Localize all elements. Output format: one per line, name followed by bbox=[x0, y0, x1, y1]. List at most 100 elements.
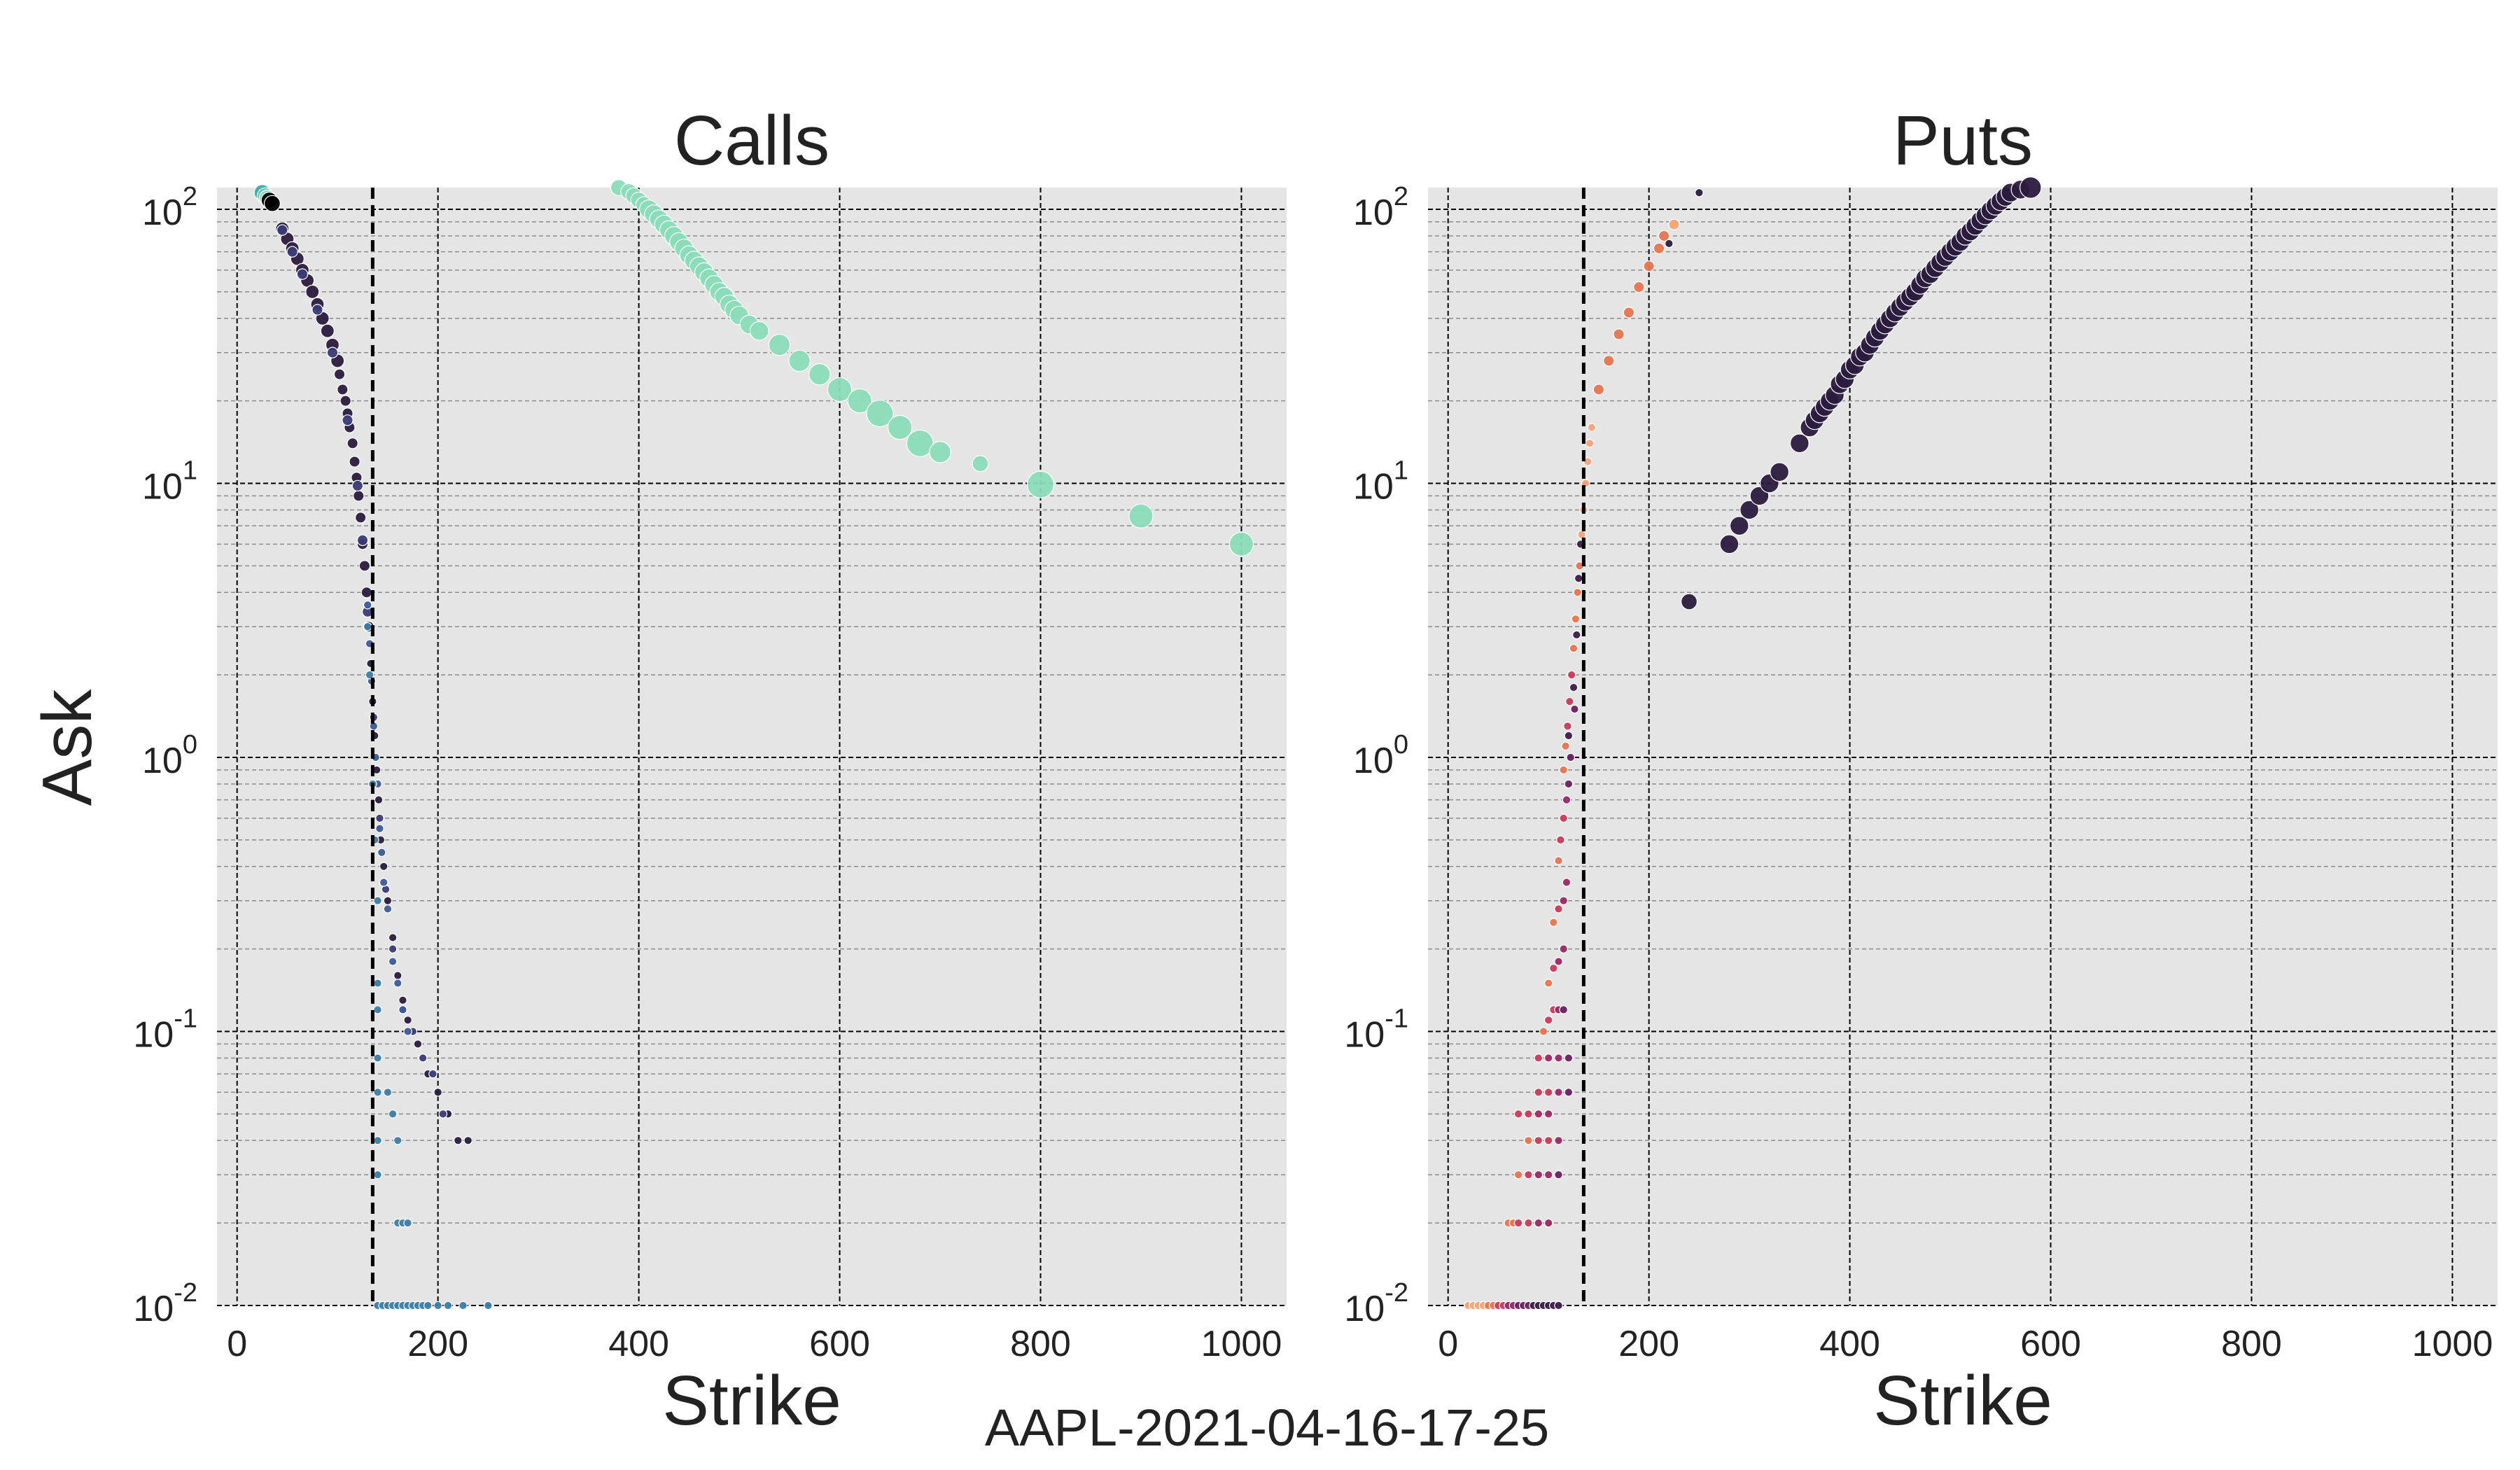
data-point bbox=[1554, 1301, 1563, 1310]
data-point bbox=[393, 971, 402, 980]
data-point bbox=[356, 534, 369, 546]
x-tick-label: 600 bbox=[2020, 1324, 2081, 1364]
data-point bbox=[1561, 741, 1570, 751]
data-point bbox=[346, 438, 358, 449]
data-point bbox=[1603, 355, 1615, 367]
data-point bbox=[1572, 630, 1581, 640]
data-point bbox=[458, 1301, 468, 1310]
y-tick-label: 10-1 bbox=[133, 1004, 197, 1055]
data-point bbox=[847, 388, 872, 414]
data-point bbox=[788, 349, 811, 372]
data-point bbox=[363, 600, 372, 610]
data-point bbox=[393, 1135, 402, 1145]
y-tick-label: 101 bbox=[1353, 456, 1408, 507]
data-point bbox=[305, 284, 320, 299]
data-point bbox=[383, 904, 393, 913]
data-point bbox=[1789, 433, 1809, 454]
data-point bbox=[1554, 1054, 1563, 1063]
data-point bbox=[373, 979, 382, 988]
data-point bbox=[1770, 462, 1790, 482]
data-point bbox=[1534, 1088, 1544, 1097]
data-point bbox=[373, 1135, 382, 1145]
data-point bbox=[1563, 722, 1572, 731]
y-tick-label: 10-2 bbox=[133, 1278, 197, 1329]
data-point bbox=[1544, 1015, 1553, 1025]
data-point bbox=[2019, 176, 2042, 199]
data-point bbox=[1564, 1054, 1574, 1063]
data-point bbox=[418, 1054, 428, 1063]
data-point bbox=[1564, 779, 1574, 789]
data-point bbox=[1534, 1110, 1544, 1119]
data-point bbox=[1554, 904, 1563, 913]
x-tick-label: 800 bbox=[2221, 1324, 2282, 1364]
data-point bbox=[1554, 1135, 1563, 1145]
data-point bbox=[1544, 979, 1553, 988]
data-point bbox=[1549, 963, 1558, 973]
data-point bbox=[1653, 242, 1665, 255]
data-point bbox=[906, 429, 934, 457]
data-point bbox=[972, 455, 989, 472]
data-point bbox=[1570, 704, 1579, 714]
data-point bbox=[373, 1088, 382, 1097]
data-point bbox=[286, 246, 298, 258]
data-point bbox=[1562, 795, 1572, 804]
data-point bbox=[1524, 1110, 1533, 1119]
data-point bbox=[438, 1110, 448, 1119]
data-point bbox=[749, 321, 769, 341]
data-point bbox=[1623, 307, 1635, 318]
data-point bbox=[383, 1088, 393, 1097]
data-point bbox=[428, 1069, 438, 1079]
data-point bbox=[388, 1110, 398, 1119]
data-point bbox=[375, 813, 384, 823]
data-point bbox=[1559, 1005, 1568, 1014]
data-point bbox=[1534, 1170, 1544, 1180]
data-point bbox=[1681, 593, 1698, 610]
data-point bbox=[373, 896, 382, 906]
data-point bbox=[379, 862, 388, 872]
data-point bbox=[1633, 281, 1645, 293]
data-point bbox=[1564, 1088, 1574, 1097]
data-point bbox=[1544, 1218, 1553, 1228]
data-point bbox=[263, 195, 281, 212]
data-point bbox=[1524, 1218, 1533, 1228]
data-point bbox=[398, 1005, 407, 1014]
data-point bbox=[1643, 260, 1655, 272]
data-point bbox=[1544, 1088, 1553, 1097]
data-point bbox=[1569, 682, 1578, 692]
y-tick-label: 100 bbox=[142, 730, 197, 781]
data-point bbox=[398, 995, 407, 1005]
x-axis-label: Strike bbox=[1873, 1362, 2052, 1440]
data-point bbox=[342, 414, 354, 426]
data-point bbox=[1668, 218, 1680, 230]
data-point bbox=[1549, 918, 1558, 927]
data-point bbox=[1695, 188, 1704, 197]
data-point bbox=[1534, 1135, 1544, 1145]
data-point bbox=[1574, 573, 1583, 583]
y-tick-label: 102 bbox=[142, 182, 197, 233]
data-point bbox=[1658, 230, 1670, 242]
data-point bbox=[1544, 1135, 1553, 1145]
data-point bbox=[363, 622, 372, 631]
data-point bbox=[1228, 531, 1254, 557]
data-point bbox=[388, 944, 398, 953]
y-axis-label: Ask bbox=[28, 689, 106, 806]
data-point bbox=[1566, 752, 1576, 762]
data-point bbox=[1567, 670, 1576, 680]
data-point bbox=[1613, 328, 1625, 340]
data-point bbox=[1740, 500, 1760, 520]
data-point bbox=[433, 1088, 442, 1097]
data-point bbox=[403, 1027, 412, 1036]
data-point bbox=[360, 587, 372, 598]
data-point bbox=[1587, 423, 1597, 432]
figure-suptitle: AAPL-2021-04-16-17-25 bbox=[985, 1399, 1549, 1457]
data-point bbox=[1559, 944, 1568, 953]
data-point bbox=[373, 1170, 382, 1180]
calls-panel: 10-2 10-1 100 101 102 0 200 400 600 800 1000 Calls S… bbox=[133, 102, 1287, 1440]
data-point bbox=[1544, 1054, 1553, 1063]
data-point bbox=[1513, 1218, 1523, 1228]
data-point bbox=[296, 268, 309, 280]
data-point bbox=[1719, 534, 1740, 554]
data-point bbox=[1559, 896, 1568, 906]
data-point bbox=[1513, 1110, 1523, 1119]
data-point bbox=[349, 456, 360, 468]
